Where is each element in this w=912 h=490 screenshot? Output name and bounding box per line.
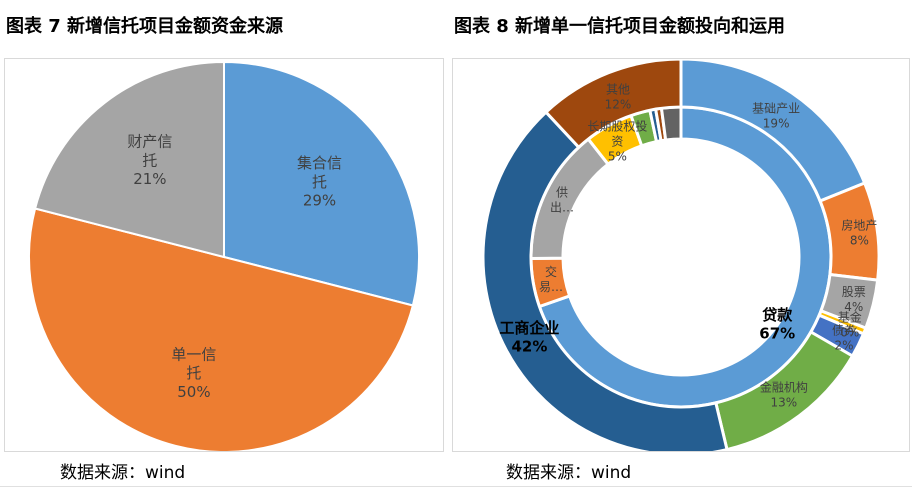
chart7-pie: 集合信托 29% 单一信托 50% 财产信托 21% — [28, 60, 420, 453]
outer-label-2: 股票 4% — [842, 285, 866, 314]
outer-label-1: 房地产 8% — [841, 218, 877, 248]
pie-slice-1 — [28, 207, 415, 453]
chart8-donut: 基础产业 19% 房地产 8% 股票 4%基金 0%债券 2% 金融机构 13% 工商企业 42% 其他… — [481, 57, 881, 457]
outer-label-4: 债券 2% — [832, 322, 856, 352]
outer-label-5: 金融机构 13% — [760, 379, 808, 409]
outer-ring-segment-7 — [543, 57, 683, 150]
outer-ring-segment-6 — [481, 110, 729, 457]
outer-label-3: 基金 0% — [838, 310, 862, 340]
inner-label-0: 贷款 67% — [759, 306, 795, 343]
outer-label-7: 其他 12% — [605, 82, 632, 111]
chart7-title: 图表 7 新增信托项目金额资金来源 — [6, 16, 284, 37]
inner-label-3: 长期股权投资 5% — [587, 118, 647, 163]
chart8-panel: 基础产业 19% 房地产 8% 股票 4% 基金 0% 债券 2% 金融机构 13% 工商企业 42% 其他… — [452, 57, 910, 457]
outer-label-6: 工商企业 42% — [499, 319, 559, 356]
chart8-title: 图表 8 新增单一信托项目金额投向和运用 — [454, 16, 786, 37]
pie-label-0: 集合信托 29% — [297, 154, 342, 210]
bottom-divider — [0, 486, 912, 487]
inner-label-2: 供出… — [550, 185, 574, 214]
pie-label-1: 单一信托 50% — [171, 345, 216, 401]
chart8-source: 数据来源：wind — [506, 463, 632, 483]
pie-slice-0 — [223, 60, 420, 307]
inner-ring-segment-7 — [659, 105, 683, 142]
chart7-source: 数据来源：wind — [60, 463, 186, 483]
inner-label-1: 交易… — [539, 264, 563, 294]
pie-label-2: 财产信托 21% — [127, 133, 172, 189]
chart7-panel: 集合信托 29% 单一信托 50% 财产信托 21% — [4, 58, 444, 453]
pie-slice-2 — [33, 60, 225, 259]
outer-label-0: 基础产业 19% — [752, 102, 800, 131]
